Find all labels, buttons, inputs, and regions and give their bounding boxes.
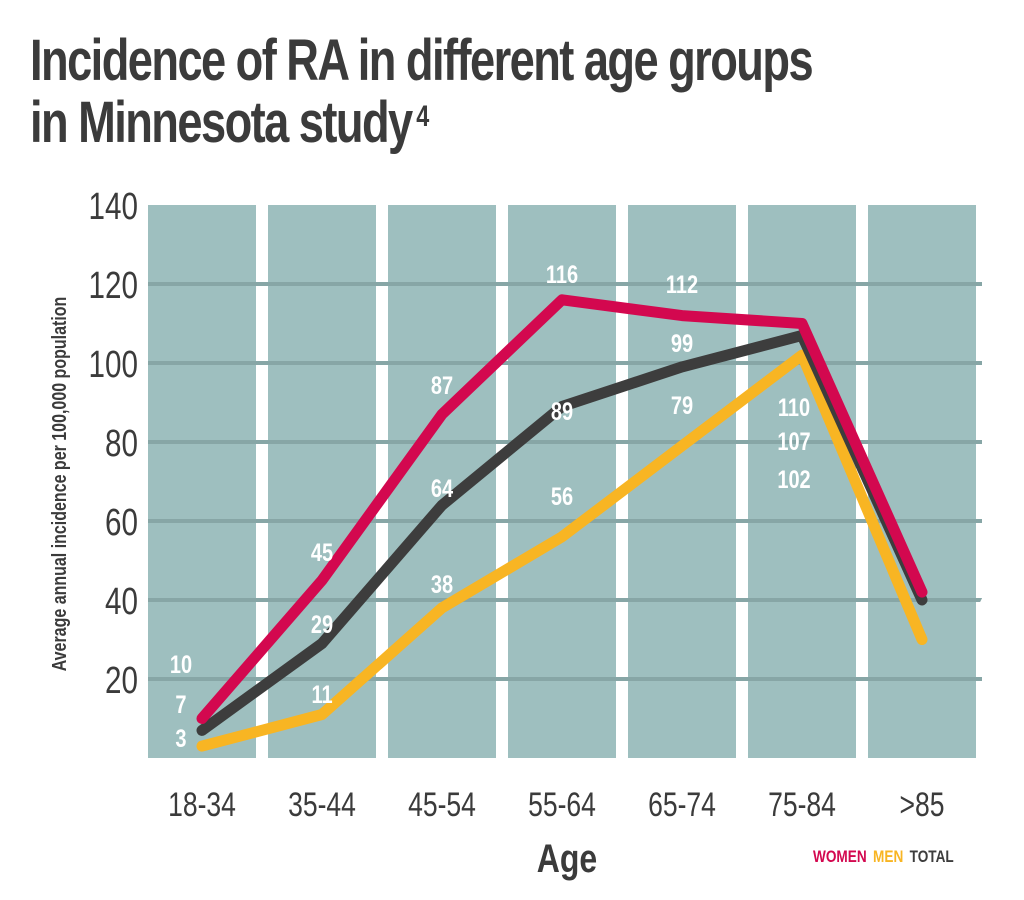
legend-women: WOMEN <box>813 847 867 866</box>
chart-title: Incidence of RA in different age groups i… <box>30 28 814 155</box>
column-panels <box>148 205 976 758</box>
y-tick-label: 60 <box>105 502 138 544</box>
column-panel <box>628 205 736 758</box>
data-label: 116 <box>546 261 578 289</box>
data-label: 107 <box>777 428 810 456</box>
data-label: 102 <box>777 466 810 494</box>
data-label: 11 <box>311 681 332 709</box>
y-tick-label: 80 <box>105 423 138 465</box>
data-label: 64 <box>431 475 454 503</box>
column-panel <box>868 205 976 758</box>
column-panel <box>148 205 256 758</box>
y-tick-label: 120 <box>89 265 138 307</box>
data-label: 40 <box>979 588 1001 616</box>
data-label: 110 <box>778 394 810 422</box>
data-label: 3 <box>175 725 186 753</box>
x-tick-label: 75-84 <box>768 786 836 824</box>
data-label: 45 <box>311 539 333 567</box>
data-label: 112 <box>666 271 698 299</box>
y-tick-label: 100 <box>89 344 138 386</box>
series-lines <box>196 294 928 752</box>
data-label: 89 <box>551 398 573 426</box>
title-line-1: Incidence of RA in different age groups <box>30 28 814 93</box>
x-tick-label: >85 <box>900 786 945 824</box>
data-label: 56 <box>551 483 573 511</box>
x-tick-label: 18-34 <box>168 786 236 824</box>
data-label: 79 <box>671 392 693 420</box>
data-label: 30 <box>979 623 1001 651</box>
x-tick-label: 45-54 <box>408 786 476 824</box>
x-axis-ticks: 18-34 35-44 45-54 55-64 65-74 75-84 >85 <box>168 786 944 824</box>
y-tick-label: 40 <box>105 581 138 623</box>
data-label: 87 <box>431 372 453 400</box>
title-line-2: in Minnesota study <box>30 90 413 155</box>
legend-men: MEN <box>873 847 904 866</box>
data-label: 38 <box>431 571 453 599</box>
x-tick-label: 65-74 <box>648 786 716 824</box>
x-tick-label: 55-64 <box>528 786 596 824</box>
legend: WOMEN MEN TOTAL <box>813 847 960 867</box>
data-label: 29 <box>311 611 333 639</box>
data-label: 10 <box>170 651 192 679</box>
y-axis-label: Average annual incidence per 100,000 pop… <box>48 297 70 672</box>
series-line-men <box>196 349 928 752</box>
column-panel <box>748 205 856 758</box>
y-axis-ticks: 20 40 60 80 100 120 140 <box>89 186 138 702</box>
y-tick-label: 140 <box>89 186 138 228</box>
data-label: 42 <box>979 552 1001 580</box>
data-label: 99 <box>671 330 693 358</box>
y-tick-label: 20 <box>105 660 138 702</box>
legend-total: TOTAL <box>909 847 954 866</box>
series-line-women <box>196 294 928 724</box>
data-label: 7 <box>175 691 186 719</box>
x-tick-label: 35-44 <box>288 786 356 824</box>
x-axis-label: Age <box>537 836 597 881</box>
title-reference: 4 <box>416 100 429 133</box>
